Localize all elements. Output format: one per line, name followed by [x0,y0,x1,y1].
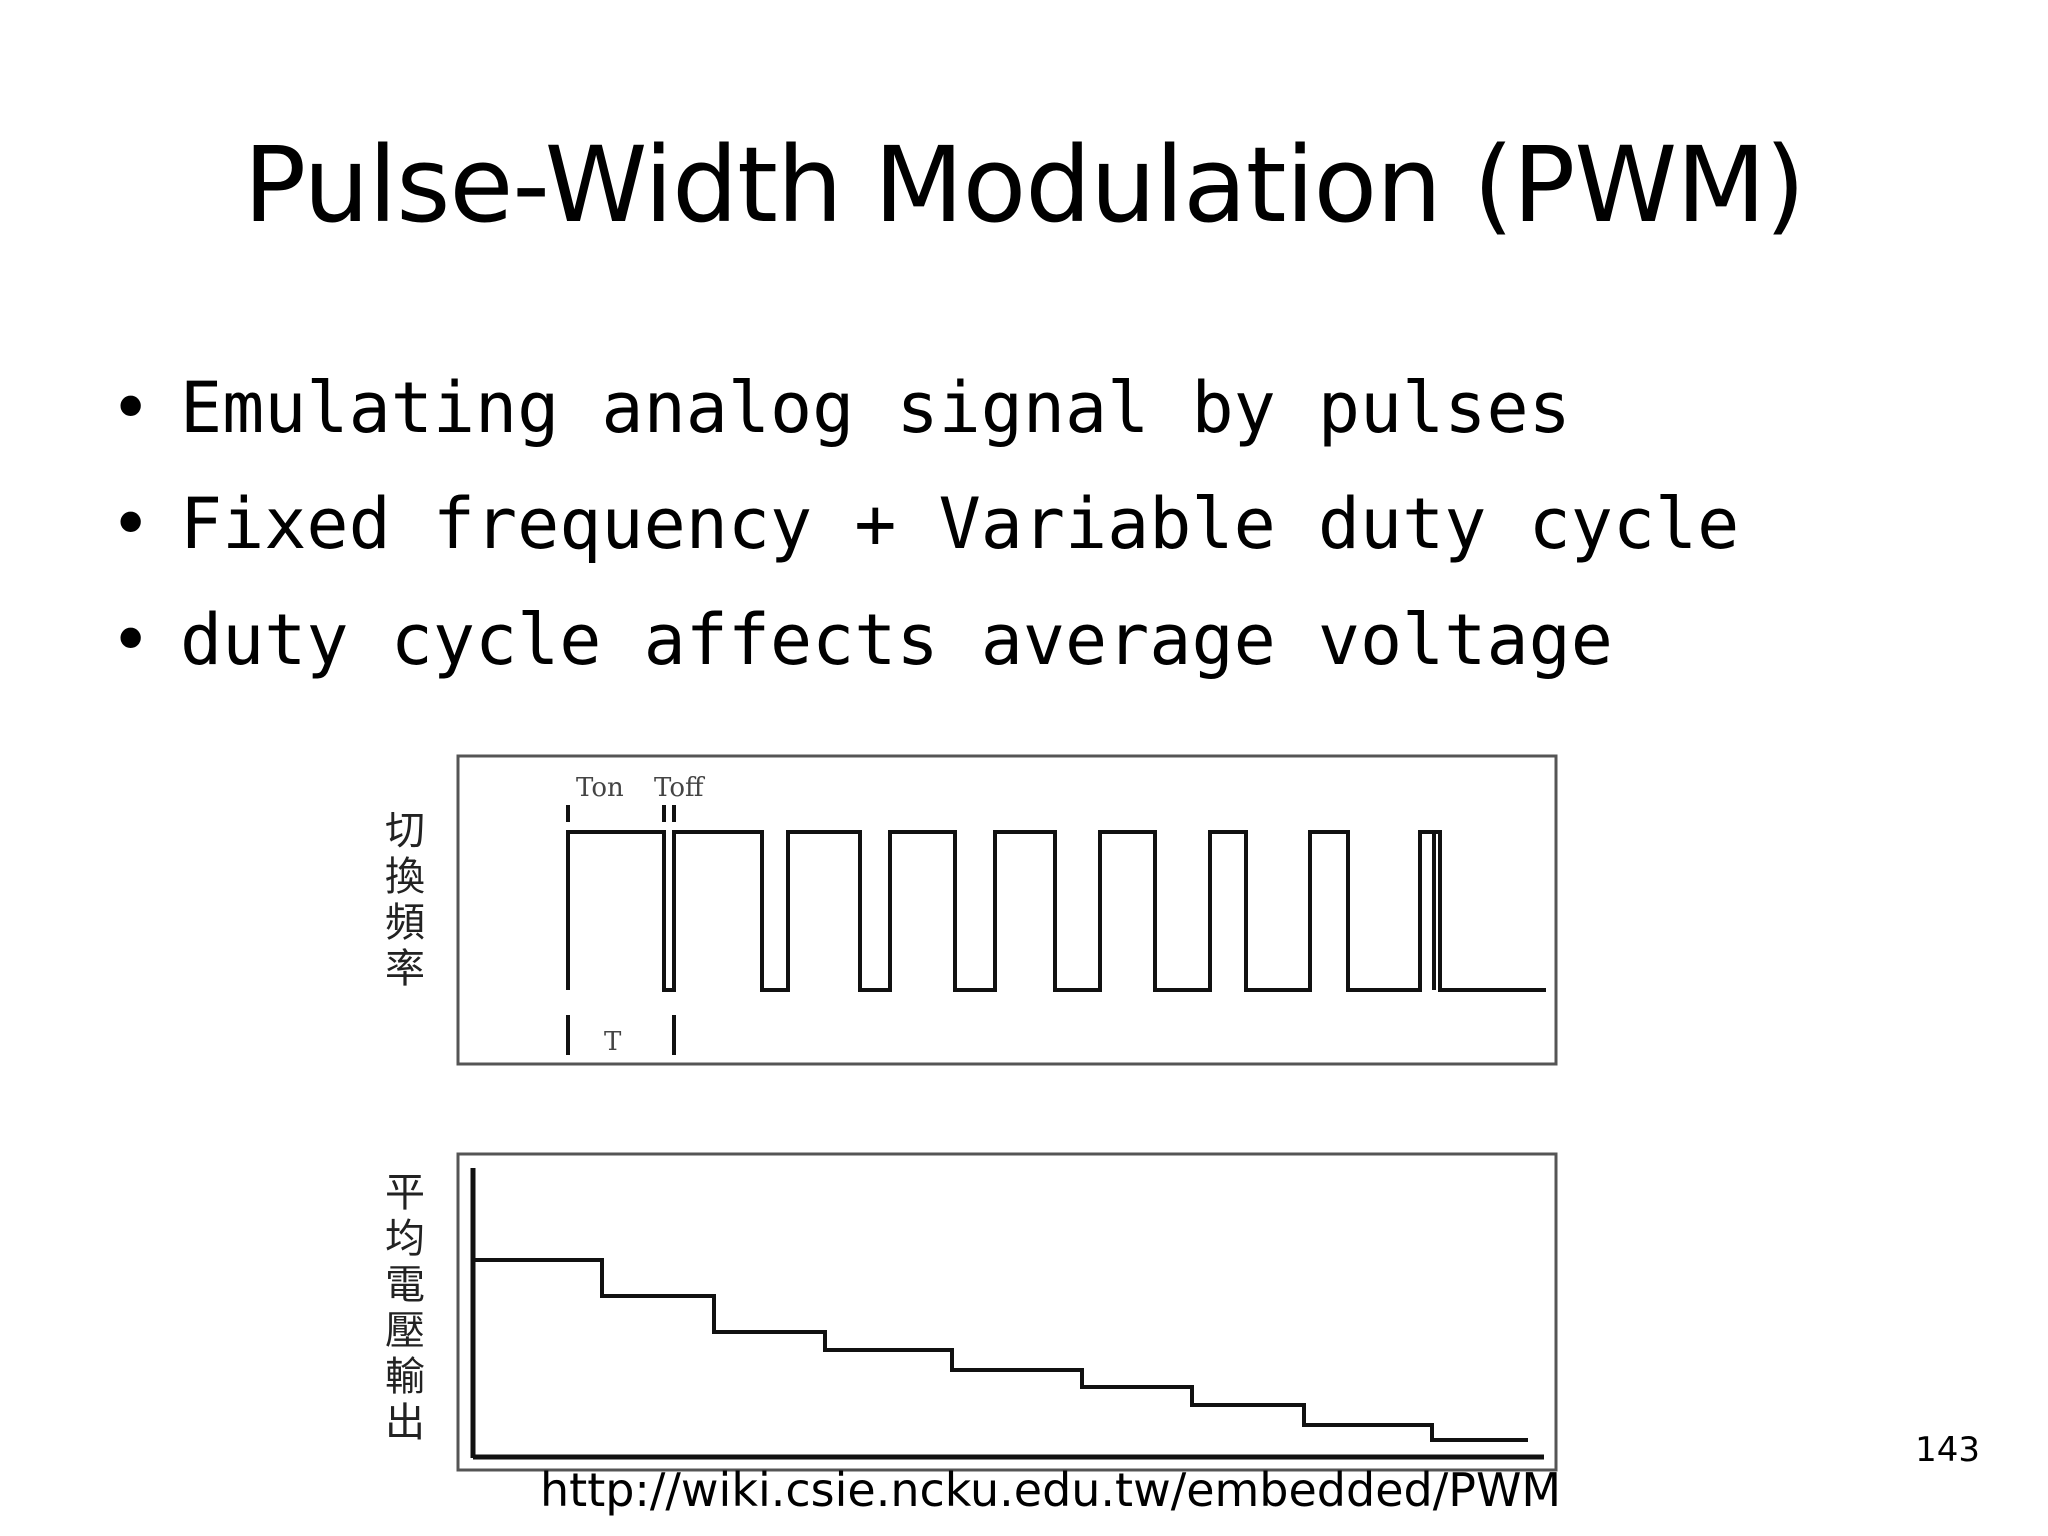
vlabel-char: 壓 [385,1308,425,1354]
vlabel-char: 電 [385,1262,425,1308]
page-number: 143 [1915,1430,1980,1470]
source-url: http://wiki.csie.ncku.edu.tw/embedded/PW… [540,1463,1562,1517]
vlabel-char: 率 [385,946,425,992]
bullet-item: • duty cycle affects average voltage [110,592,1910,708]
bullet-text: Emulating analog signal by pulses [180,367,1571,449]
vlabel-char: 輸 [385,1354,425,1400]
bullet-dot: • [110,367,152,449]
toff-label: Toff [654,773,706,803]
average-voltage-label: 平 均 電 壓 輸 出 [375,1170,435,1446]
vlabel-char: 切 [385,808,425,854]
bullet-dot: • [110,483,152,565]
vlabel-char: 平 [385,1170,425,1216]
average-voltage-steps [473,1258,1528,1442]
bullet-item: • Fixed frequency + Variable duty cycle [110,476,1910,592]
vlabel-char: 換 [385,854,425,900]
bullet-text: duty cycle affects average voltage [180,599,1613,681]
bullet-text: Fixed frequency + Variable duty cycle [180,483,1740,565]
pwm-waveform [568,830,1546,992]
ton-label: Ton [576,773,624,803]
period-label: T [604,1027,622,1057]
switching-frequency-label: 切 換 頻 率 [375,808,435,992]
pwm-panel-frame [456,754,1558,1066]
vlabel-char: 均 [385,1216,425,1262]
vlabel-char: 頻 [385,900,425,946]
vlabel-char: 出 [385,1400,425,1446]
bullet-list: • Emulating analog signal by pulses • Fi… [110,360,1910,708]
bullet-item: • Emulating analog signal by pulses [110,360,1910,476]
voltage-panel-frame [456,1152,1558,1472]
bullet-dot: • [110,599,152,681]
slide-title: Pulse-Width Modulation (PWM) [243,124,1806,246]
